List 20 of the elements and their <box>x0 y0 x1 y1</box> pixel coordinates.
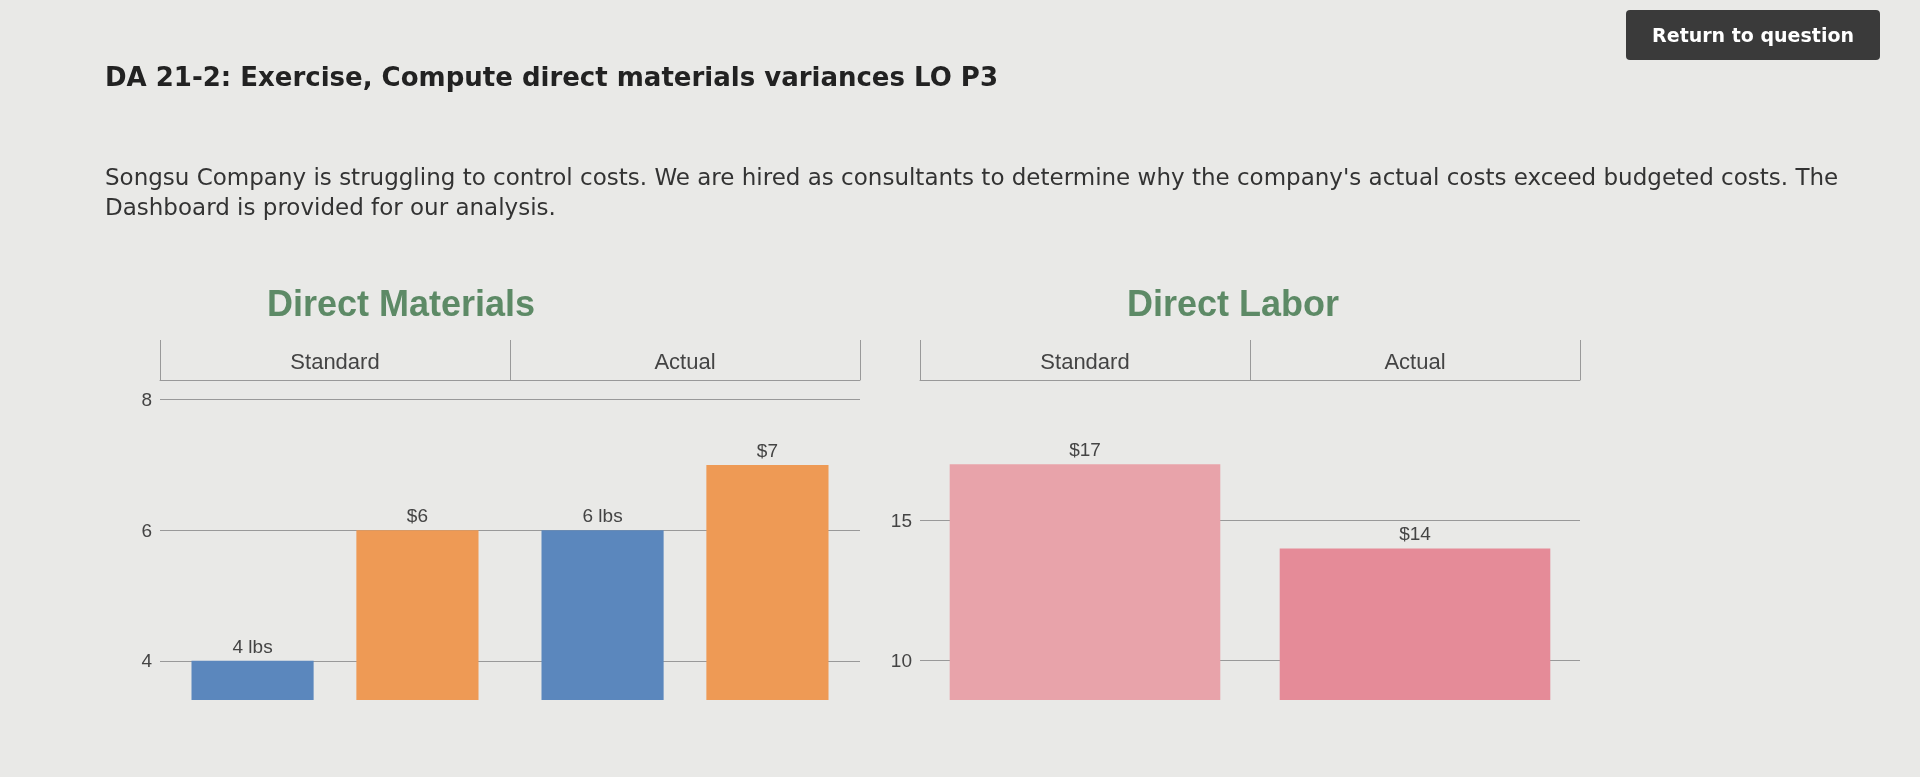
data-label: $17 <box>1069 439 1101 461</box>
text: Songsu Company is struggling to control costs. We are hired as consultants to determine why the company's actual costs exceed budgeted costs. The Dashboard is provided for our analysis. <box>105 163 1840 222</box>
y-tick-label: 4 <box>141 650 153 672</box>
x-tick-label: Actual <box>654 348 716 374</box>
x-tick-label: Standard <box>290 348 380 374</box>
y-tick-label: 6 <box>141 519 152 541</box>
data-label: $14 <box>1399 523 1432 545</box>
data-label: 6 lbs <box>582 505 623 527</box>
y-tick-label: 15 <box>890 509 912 531</box>
y-tick-label: 8 <box>141 389 152 411</box>
chart-title: Direct Labor <box>1127 282 1340 324</box>
y-tick-label: 10 <box>890 650 912 672</box>
text: Return to question <box>1626 10 1880 60</box>
data-label: $6 <box>406 505 429 527</box>
chart-title: Direct Materials <box>267 282 536 324</box>
x-tick-label: Standard <box>1040 348 1130 374</box>
x-tick-label: Actual <box>1384 348 1446 374</box>
data-label: 4 lbs <box>232 635 273 657</box>
text: DA 21-2: Exercise, Compute direct materials variances LO P3 <box>105 62 998 92</box>
data-label: $7 <box>756 439 779 461</box>
